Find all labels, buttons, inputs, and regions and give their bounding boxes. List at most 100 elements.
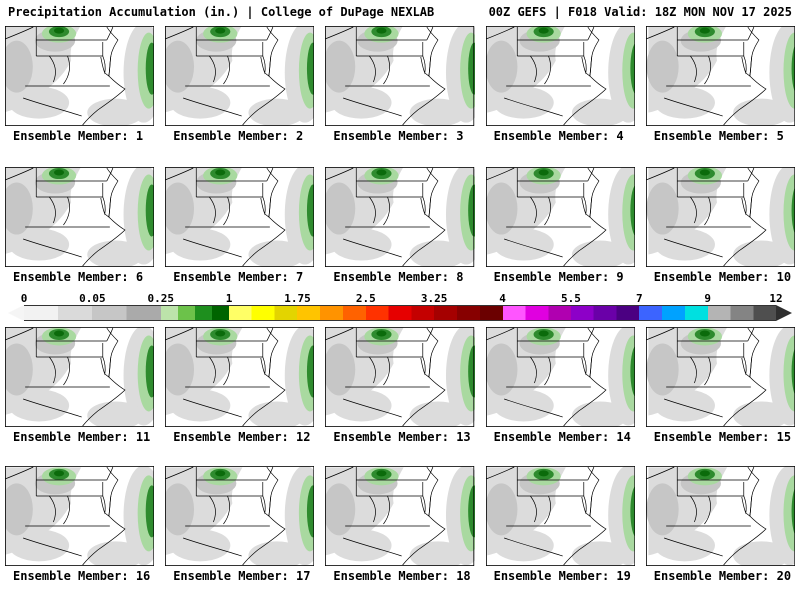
panel-border xyxy=(165,26,315,126)
panel-border xyxy=(5,26,155,126)
precip-map-svg xyxy=(5,167,155,267)
precip-map xyxy=(485,167,635,267)
ensemble-member-label: Ensemble Member: 7 xyxy=(173,270,304,284)
panel-border xyxy=(325,167,475,267)
product-title: Precipitation Accumulation (in.) | Colle… xyxy=(8,5,435,19)
precip-map xyxy=(325,327,475,427)
ensemble-member-label: Ensemble Member: 6 xyxy=(13,270,144,284)
precip-map xyxy=(165,26,315,126)
ensemble-member-label: Ensemble Member: 10 xyxy=(653,270,792,284)
state-boundaries xyxy=(325,327,446,427)
panel-border xyxy=(485,26,635,126)
ensemble-panel: Ensemble Member: 20 xyxy=(645,466,795,583)
state-boundaries xyxy=(165,26,286,126)
precip-map xyxy=(485,466,635,566)
precip-map xyxy=(645,466,795,566)
colorbar-tick: 12 xyxy=(769,292,783,305)
precip-map-svg xyxy=(485,466,635,566)
colorbar-segment xyxy=(160,306,230,320)
state-boundaries xyxy=(485,167,607,267)
colorbar-ticks: 0 0.05 0.25 1 1.75 2.5 3.25 4 5.5 7 9 12 xyxy=(20,292,783,305)
ensemble-member-label: Ensemble Member: 8 xyxy=(333,270,464,284)
precip-map xyxy=(165,167,315,267)
ensemble-member-label: Ensemble Member: 12 xyxy=(173,430,311,444)
precip-map-svg xyxy=(165,327,315,427)
precip-map xyxy=(5,167,155,267)
precip-map-svg xyxy=(5,327,155,427)
colorbar-tick: 1.75 xyxy=(284,292,311,305)
ensemble-row-4: Ensemble Member: 16 xyxy=(0,466,800,583)
panel-border xyxy=(165,167,315,267)
ensemble-panel: Ensemble Member: 2 xyxy=(165,26,315,143)
ensemble-panel: Ensemble Member: 12 xyxy=(165,327,315,444)
ensemble-member-label: Ensemble Member: 9 xyxy=(493,270,624,284)
precip-map-svg xyxy=(325,167,475,267)
precip-map xyxy=(5,327,155,427)
precip-shading xyxy=(646,327,795,427)
precip-shading xyxy=(485,327,635,427)
precip-shading xyxy=(325,466,475,566)
precip-map-svg xyxy=(325,26,475,126)
state-boundaries xyxy=(325,466,446,566)
panel-border xyxy=(165,327,315,427)
precip-shading xyxy=(485,167,635,267)
precip-map-svg xyxy=(325,466,475,566)
panel-border xyxy=(5,466,155,566)
ensemble-panel: Ensemble Member: 11 xyxy=(5,327,155,444)
panel-border xyxy=(645,466,795,566)
colorbar-tick: 0.05 xyxy=(79,292,106,305)
state-boundaries xyxy=(325,167,446,267)
precip-map-svg xyxy=(485,167,635,267)
ensemble-panel: Ensemble Member: 6 xyxy=(5,167,155,284)
ensemble-member-label: Ensemble Member: 3 xyxy=(333,129,464,143)
colorbar-tick: 7 xyxy=(635,292,643,305)
precip-map xyxy=(165,466,315,566)
precip-map xyxy=(645,26,795,126)
ensemble-row-2: Ensemble Member: 6 xyxy=(0,167,800,284)
panel-border xyxy=(325,466,475,566)
precip-map-svg xyxy=(165,466,315,566)
ensemble-member-label: Ensemble Member: 11 xyxy=(13,430,151,444)
panel-border xyxy=(485,167,635,267)
colorbar-tick: 0.25 xyxy=(147,292,174,305)
ensemble-member-label: Ensemble Member: 15 xyxy=(653,430,792,444)
colorbar: 0 0.05 0.25 1 1.75 2.5 3.25 4 5.5 7 9 12 xyxy=(8,292,792,321)
ensemble-panel: Ensemble Member: 8 xyxy=(325,167,475,284)
precip-map xyxy=(5,466,155,566)
state-boundaries xyxy=(645,167,767,267)
ensemble-member-label: Ensemble Member: 5 xyxy=(653,129,784,143)
panel-border xyxy=(645,167,795,267)
ensemble-panel: Ensemble Member: 15 xyxy=(645,327,795,444)
ensemble-panel: Ensemble Member: 4 xyxy=(485,26,635,143)
colorbar-segment xyxy=(502,306,571,320)
precip-shading xyxy=(5,26,155,126)
colorbar-left-arrow xyxy=(8,305,24,321)
colorbar-gradient xyxy=(24,305,776,321)
precip-shading xyxy=(325,327,475,427)
panel-border xyxy=(325,327,475,427)
state-boundaries xyxy=(5,26,126,126)
panel-border xyxy=(325,26,475,126)
panel-border xyxy=(5,167,155,267)
precip-shading xyxy=(325,26,475,126)
precip-shading xyxy=(485,466,635,566)
ensemble-panel: Ensemble Member: 18 xyxy=(325,466,475,583)
state-boundaries xyxy=(165,167,286,267)
state-boundaries xyxy=(485,466,607,566)
ensemble-row-1: Ensemble Member: 1 xyxy=(0,26,800,143)
colorbar-tick: 0 xyxy=(20,292,28,305)
colorbar-segment xyxy=(297,306,366,320)
ensemble-member-label: Ensemble Member: 18 xyxy=(333,569,471,583)
colorbar-segment xyxy=(24,306,93,320)
colorbar-segment xyxy=(434,306,503,320)
panel-border xyxy=(5,327,155,427)
ensemble-member-label: Ensemble Member: 2 xyxy=(173,129,304,143)
precip-shading xyxy=(325,167,475,267)
state-boundaries xyxy=(645,26,767,126)
state-boundaries xyxy=(645,466,767,566)
precip-shading xyxy=(485,26,635,126)
ensemble-panel: Ensemble Member: 9 xyxy=(485,167,635,284)
state-boundaries xyxy=(5,167,126,267)
ensemble-member-label: Ensemble Member: 13 xyxy=(333,430,471,444)
precip-map-svg xyxy=(165,167,315,267)
